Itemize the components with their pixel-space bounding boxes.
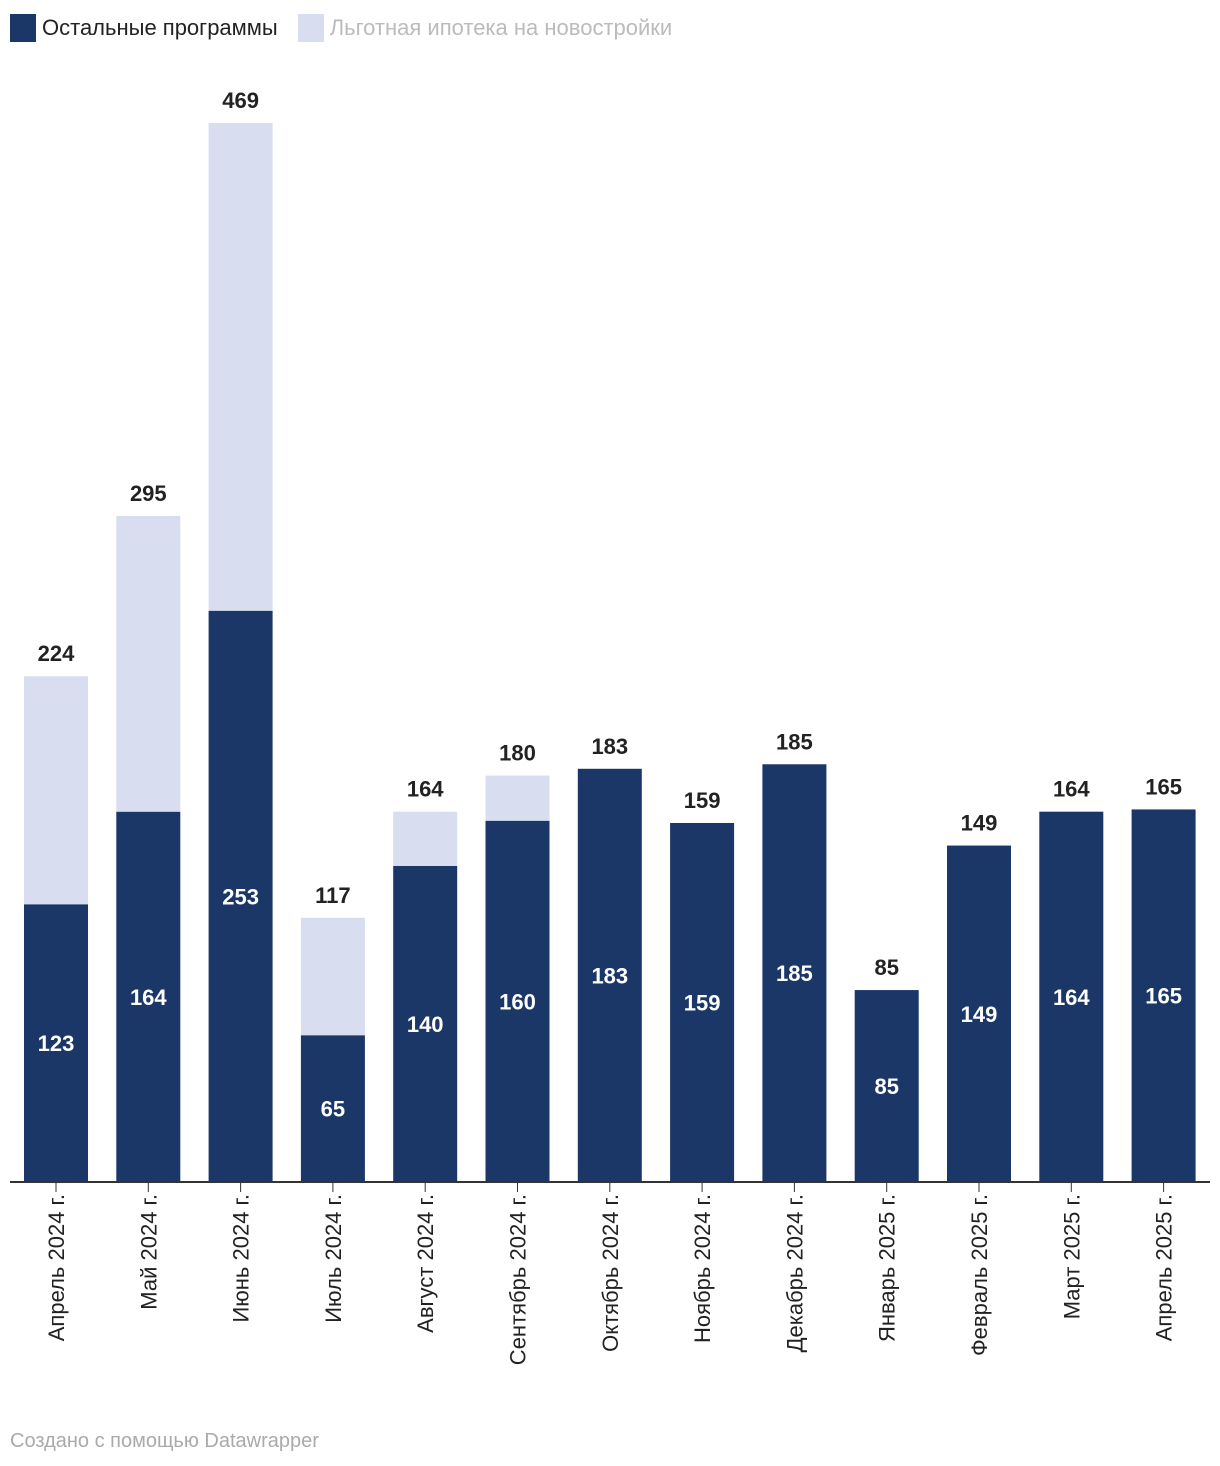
bar-other-programs xyxy=(116,811,181,1182)
bar-segment-label: 65 xyxy=(321,1097,345,1122)
x-axis-category-label: Август 2024 г. xyxy=(413,1194,438,1333)
legend-item-other-programs[interactable]: Остальные программы xyxy=(10,14,278,42)
bar-other-programs xyxy=(24,904,88,1182)
bar-preferential-mortgage xyxy=(300,917,365,1036)
bar-other-programs xyxy=(947,845,1011,1182)
bar-preferential-mortgage xyxy=(485,775,550,821)
bar-total-label: 469 xyxy=(222,88,259,113)
x-axis-category-label: Февраль 2025 г. xyxy=(967,1194,992,1356)
x-axis-category-label: Декабрь 2024 г. xyxy=(782,1194,807,1352)
legend-swatch-other-programs xyxy=(10,14,36,42)
legend-item-preferential-mortgage[interactable]: Льготная ипотека на новостройки xyxy=(297,14,673,42)
x-axis-category-label: Май 2024 г. xyxy=(136,1194,161,1310)
bar-other-programs xyxy=(670,822,735,1182)
bar-segment-label: 159 xyxy=(684,990,721,1015)
x-axis-category-label: Март 2025 г. xyxy=(1059,1194,1084,1319)
x-axis-category-label: Ноябрь 2024 г. xyxy=(690,1194,715,1343)
bar-other-programs xyxy=(762,764,827,1182)
bar-other-programs xyxy=(1131,809,1196,1182)
legend-swatch-preferential-mortgage xyxy=(297,14,324,42)
bar-segment-label: 165 xyxy=(1145,984,1182,1009)
bar-total-label: 117 xyxy=(315,883,351,908)
bar-segment-label: 140 xyxy=(407,1012,444,1037)
bar-segment-label: 85 xyxy=(874,1074,898,1099)
bar-segment-label: 149 xyxy=(961,1002,998,1027)
bar-segment-label: 123 xyxy=(38,1031,75,1056)
legend-label-preferential-mortgage: Льготная ипотека на новостройки xyxy=(329,15,673,40)
bar-segment-label: 164 xyxy=(1053,985,1090,1010)
x-axis-category-label: Июль 2024 г. xyxy=(321,1194,346,1323)
x-axis-category-label: Апрель 2024 г. xyxy=(44,1194,69,1341)
x-axis-category-label: Октябрь 2024 г. xyxy=(598,1194,623,1352)
bar-preferential-mortgage xyxy=(393,811,458,866)
bar-total-label: 180 xyxy=(499,741,536,766)
bar-other-programs xyxy=(485,820,550,1182)
bar-other-programs xyxy=(854,990,919,1182)
bar-segment-label: 253 xyxy=(222,884,259,909)
bar-other-programs xyxy=(208,610,273,1182)
bar-total-label: 295 xyxy=(130,481,167,506)
legend-label-other-programs: Остальные программы xyxy=(42,15,278,40)
bar-total-label: 164 xyxy=(407,777,444,802)
bar-total-label: 159 xyxy=(684,788,721,813)
bar-total-label: 165 xyxy=(1145,774,1182,799)
x-axis-category-label: Январь 2025 г. xyxy=(875,1194,900,1342)
bar-segment-label: 183 xyxy=(591,963,628,988)
bar-segment-label: 185 xyxy=(776,961,813,986)
bar-total-label: 224 xyxy=(38,641,75,666)
bar-total-label: 164 xyxy=(1053,777,1090,802)
bar-total-label: 183 xyxy=(591,734,628,759)
footer-credit: Создано с помощью Datawrapper xyxy=(10,1430,319,1452)
bar-segment-label: 160 xyxy=(499,989,536,1014)
bar-total-label: 149 xyxy=(961,811,998,836)
x-axis-category-label: Сентябрь 2024 г. xyxy=(506,1194,531,1365)
bar-other-programs xyxy=(577,768,642,1182)
bar-other-programs xyxy=(1039,811,1104,1182)
bar-preferential-mortgage xyxy=(116,515,181,812)
bar-other-programs xyxy=(393,865,458,1182)
bar-preferential-mortgage xyxy=(208,123,273,611)
x-axis-category-label: Апрель 2025 г. xyxy=(1152,1194,1177,1341)
x-axis-category-label: Июнь 2024 г. xyxy=(229,1194,254,1323)
bar-preferential-mortgage xyxy=(24,676,88,905)
bar-total-label: 85 xyxy=(874,955,898,980)
chart-legend: Остальные программы Льготная ипотека на … xyxy=(10,13,692,43)
bar-other-programs xyxy=(300,1035,365,1182)
bar-total-label: 185 xyxy=(776,729,813,754)
bar-segment-label: 164 xyxy=(130,985,167,1010)
